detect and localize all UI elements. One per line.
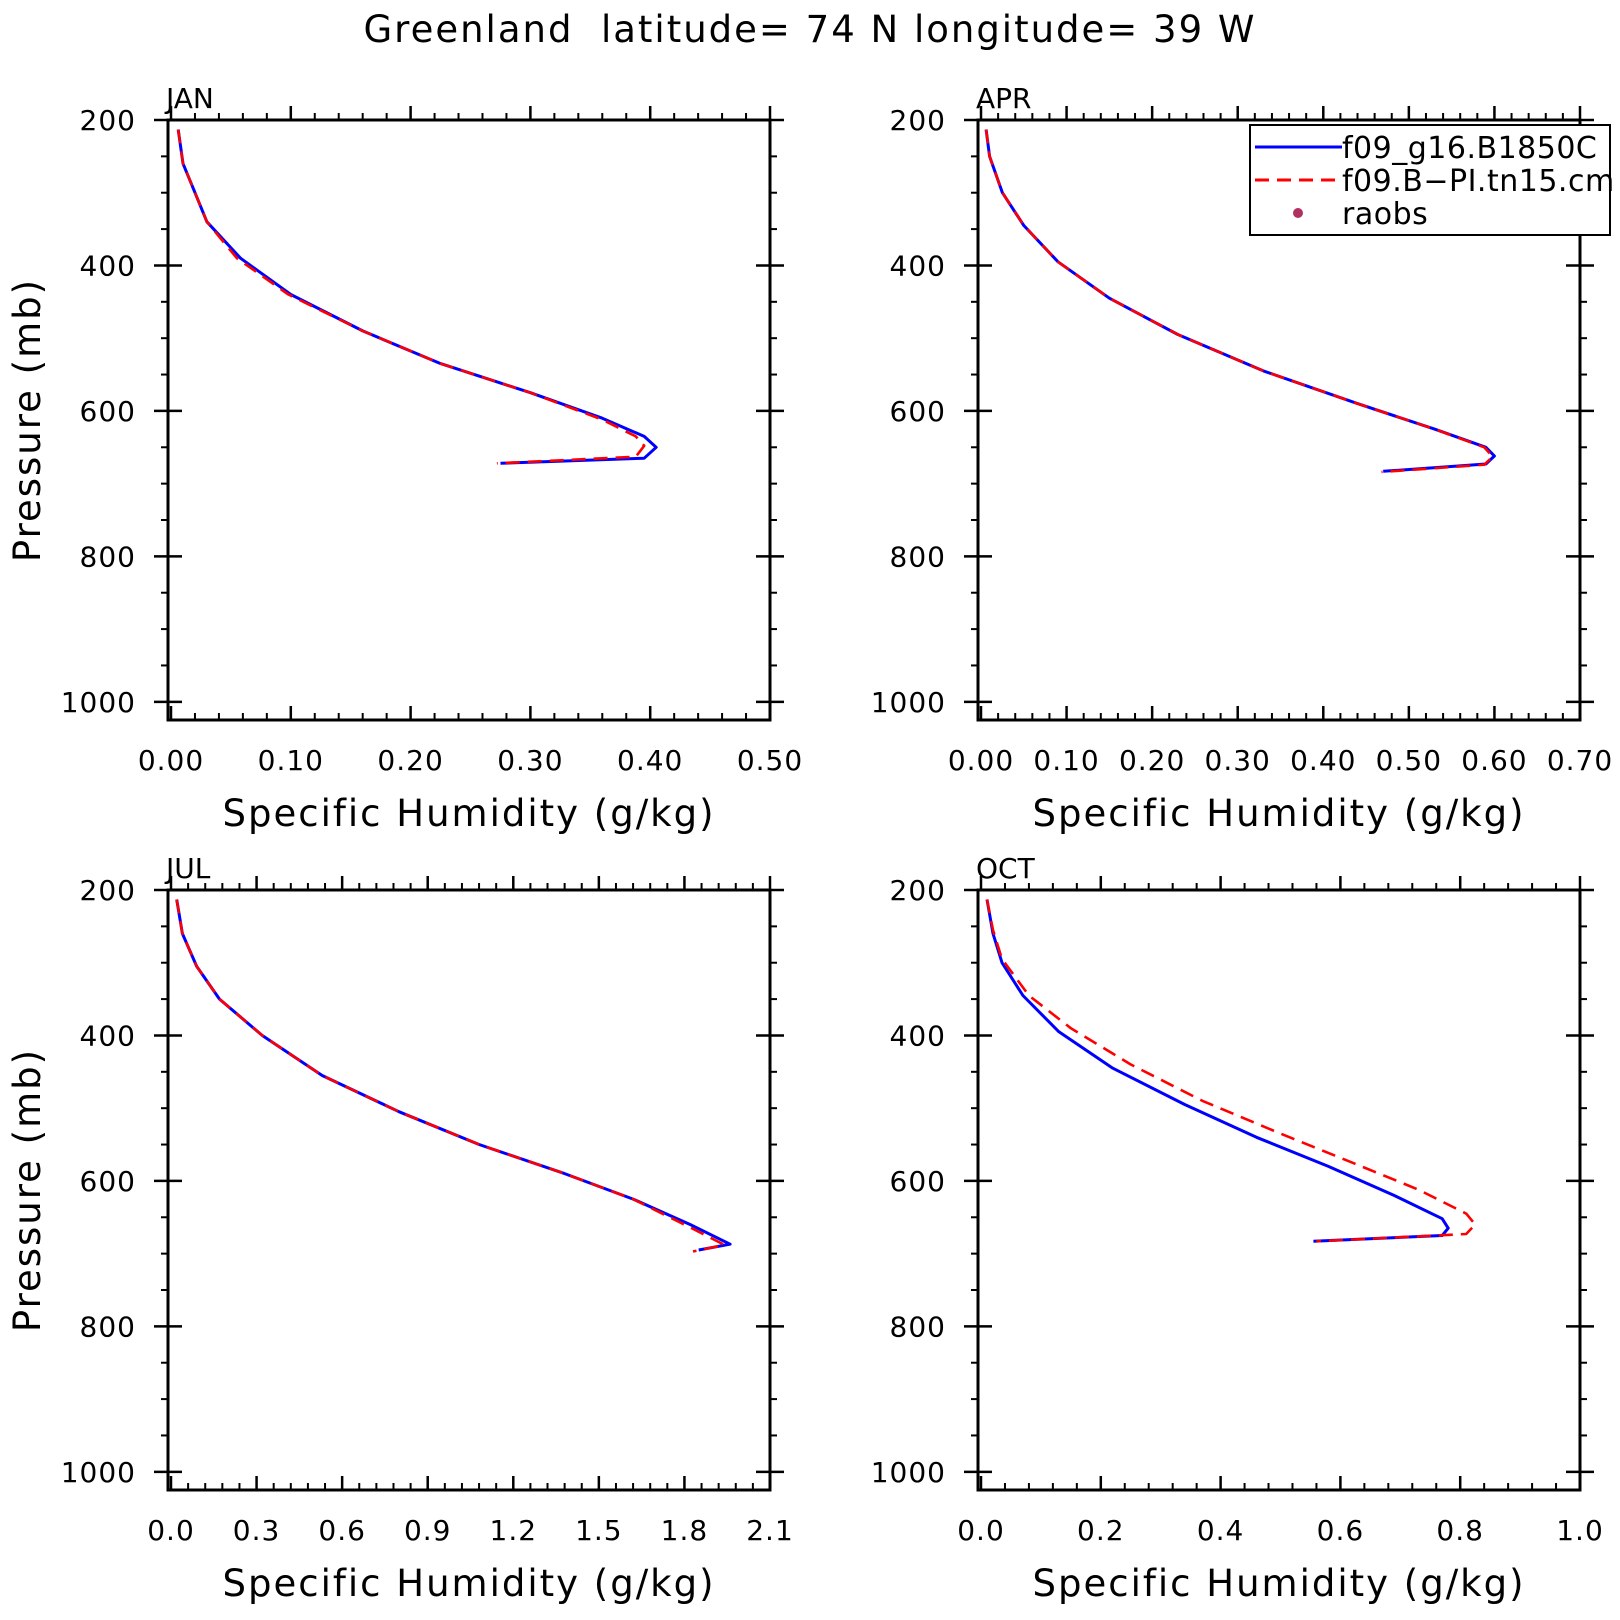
x-tick-label: 1.0 — [1556, 1514, 1604, 1547]
series-line-model2 — [985, 899, 1477, 1243]
legend-marker-dot — [1293, 208, 1303, 218]
x-tick-label: 0.20 — [377, 744, 443, 777]
legend-label: raobs — [1342, 197, 1428, 232]
x-tick-label: 0.00 — [138, 744, 204, 777]
x-tick-label: 0.40 — [1290, 744, 1356, 777]
x-tick-label: 0.40 — [617, 744, 683, 777]
y-tick-label: 1000 — [871, 686, 946, 719]
y-tick-label: 800 — [890, 1310, 946, 1343]
y-tick-label: 800 — [890, 540, 946, 573]
x-tick-label: 0.60 — [1461, 744, 1527, 777]
x-tick-label: 1.2 — [490, 1514, 538, 1547]
x-tick-label: 2.1 — [746, 1514, 794, 1547]
y-tick-label: 800 — [80, 1310, 136, 1343]
x-tick-label: 0.50 — [1376, 744, 1442, 777]
y-tick-label: 200 — [80, 104, 136, 137]
x-tick-label: 0.30 — [1205, 744, 1271, 777]
y-axis-label: Pressure (mb) — [6, 1048, 49, 1332]
x-tick-label: 1.5 — [575, 1514, 623, 1547]
x-tick-label: 0.2 — [1077, 1514, 1125, 1547]
y-tick-label: 400 — [80, 1019, 136, 1052]
series-line-model1 — [176, 129, 658, 465]
series-line-model2 — [984, 129, 1494, 474]
legend-label: f09_g16.B1850C — [1342, 131, 1597, 166]
y-tick-label: 200 — [890, 874, 946, 907]
x-axis-label: Specific Humidity (g/kg) — [222, 792, 715, 835]
x-tick-label: 0.00 — [948, 744, 1014, 777]
x-tick-label: 0.9 — [404, 1514, 452, 1547]
y-tick-label: 400 — [890, 1019, 946, 1052]
x-tick-label: 0.20 — [1119, 744, 1185, 777]
y-tick-label: 200 — [890, 104, 946, 137]
x-tick-label: 0.70 — [1547, 744, 1613, 777]
y-tick-label: 1000 — [61, 1456, 136, 1489]
y-tick-label: 600 — [80, 395, 136, 428]
panels: JAN 0.00 0.10 0.20 0.30 0.40 0.50 200 400 600 800 1… — [6, 82, 1615, 1605]
x-tick-label: 0.6 — [1317, 1514, 1365, 1547]
x-tick-label: 0.10 — [258, 744, 324, 777]
figure-title: Greenland latitude= 74 N longitude= 39 W — [364, 8, 1257, 51]
y-axis-label: Pressure (mb) — [6, 278, 49, 562]
y-tick-label: 800 — [80, 540, 136, 573]
x-tick-label: 0.30 — [497, 744, 563, 777]
plot-frame — [166, 888, 772, 1492]
y-tick-label: 600 — [80, 1165, 136, 1198]
legend-label: f09.B−PI.tn15.cm — [1342, 164, 1615, 199]
plot-frame — [166, 118, 772, 722]
y-tick-label: 400 — [890, 249, 946, 282]
x-axis-label: Specific Humidity (g/kg) — [1032, 792, 1525, 835]
chart-panel-jan: JAN 0.00 0.10 0.20 0.30 0.40 0.50 200 400 600 800 1… — [6, 82, 803, 835]
x-tick-label: 0.8 — [1436, 1514, 1484, 1547]
x-tick-label: 0.4 — [1197, 1514, 1245, 1547]
panel-title: JAN — [164, 82, 214, 115]
x-axis-label: Specific Humidity (g/kg) — [1032, 1562, 1525, 1605]
plot-frame — [976, 888, 1582, 1492]
x-tick-label: 0.3 — [233, 1514, 281, 1547]
plot-frame — [976, 118, 1582, 722]
x-tick-label: 0.6 — [318, 1514, 366, 1547]
y-tick-label: 600 — [890, 1165, 946, 1198]
y-tick-label: 1000 — [61, 686, 136, 719]
x-tick-label: 1.8 — [661, 1514, 709, 1547]
chart-panel-apr: APR 0.00 0.10 0.20 0.30 0.40 0.50 0.60 0.70 200 40… — [871, 82, 1615, 835]
y-tick-label: 200 — [80, 874, 136, 907]
x-tick-label: 0.10 — [1033, 744, 1099, 777]
series-line-model1 — [175, 899, 732, 1252]
x-tick-label: 0.0 — [957, 1514, 1005, 1547]
series-line-model1 — [985, 899, 1450, 1243]
series-line-model2 — [176, 129, 646, 465]
x-axis-label: Specific Humidity (g/kg) — [222, 1562, 715, 1605]
chart-panel-oct: OCT 0.0 0.2 0.4 0.6 0.8 1.0 200 400 600 800 1000 Spe… — [871, 852, 1604, 1605]
y-tick-label: 1000 — [871, 1456, 946, 1489]
panel-title: APR — [976, 82, 1032, 115]
series-line-model2 — [175, 899, 726, 1253]
y-tick-label: 600 — [890, 395, 946, 428]
x-tick-label: 0.50 — [737, 744, 803, 777]
y-tick-label: 400 — [80, 249, 136, 282]
panel-title: OCT — [976, 852, 1036, 885]
x-tick-label: 0.0 — [147, 1514, 195, 1547]
